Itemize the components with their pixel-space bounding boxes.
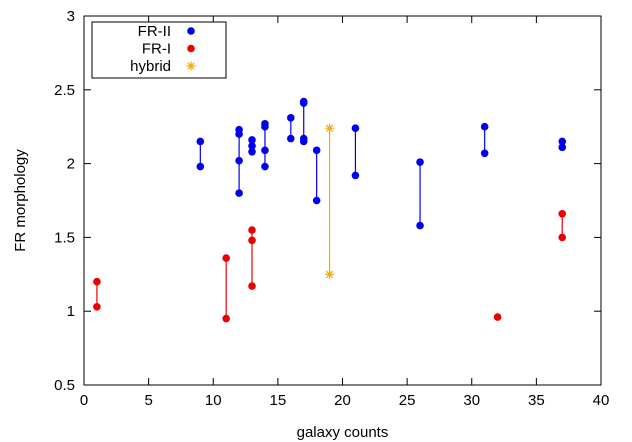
point-fr-ii — [312, 196, 321, 205]
legend-marker-hybrid — [186, 61, 196, 71]
y-tick-label: 3 — [67, 8, 75, 25]
point-fr-ii — [312, 146, 321, 155]
x-tick-label: 35 — [528, 392, 545, 409]
x-tick-label: 0 — [80, 392, 88, 409]
legend-marker-fr-ii — [187, 27, 195, 35]
point-fr-ii — [351, 124, 360, 132]
point-fr-ii — [248, 142, 256, 150]
series-segments — [96, 101, 563, 319]
point-fr-ii — [235, 189, 243, 197]
point-fr-ii — [261, 122, 269, 131]
point-hybrid — [325, 269, 335, 279]
y-tick-label: 0.5 — [54, 377, 75, 394]
point-fr-ii — [287, 114, 295, 122]
point-fr-ii — [261, 162, 269, 171]
legend-label-fr-i: FR-I — [142, 41, 171, 58]
x-tick-label: 5 — [144, 392, 152, 409]
point-fr-ii — [248, 147, 256, 156]
point-fr-i — [558, 233, 567, 242]
axis-ticks: 0 5 10 15 20 25 30 35 40 0.5 1 1.5 2 2.5 3 — [54, 8, 609, 409]
point-fr-i — [248, 236, 256, 245]
point-fr-i — [558, 209, 567, 218]
x-tick-label: 25 — [399, 392, 416, 409]
legend-label-fr-ii: FR-II — [138, 23, 171, 40]
y-tick-label: 2 — [67, 156, 75, 173]
point-fr-i — [93, 277, 101, 286]
series-points — [93, 97, 567, 323]
point-fr-i — [248, 226, 256, 234]
legend-label-hybrid: hybrid — [130, 58, 171, 75]
point-fr-i — [93, 302, 101, 311]
point-fr-ii — [261, 146, 269, 155]
point-fr-ii — [480, 122, 489, 131]
point-fr-ii — [299, 137, 308, 146]
point-fr-i — [493, 313, 502, 321]
point-fr-ii — [235, 156, 243, 165]
point-fr-ii — [196, 162, 205, 171]
point-fr-ii — [558, 137, 567, 146]
point-fr-ii — [196, 137, 205, 146]
legend-marker-fr-i — [187, 44, 195, 53]
y-tick-label: 2.5 — [54, 82, 75, 99]
y-tick-label: 1 — [67, 303, 75, 320]
point-fr-ii — [299, 99, 308, 107]
legend-box — [91, 21, 227, 79]
point-fr-i — [248, 282, 256, 290]
x-tick-label: 10 — [205, 392, 222, 409]
point-fr-ii — [235, 130, 243, 138]
x-tick-label: 30 — [463, 392, 480, 409]
x-tick-label: 20 — [334, 392, 351, 409]
x-tick-label: 40 — [593, 392, 610, 409]
x-tick-label: 15 — [270, 392, 287, 409]
x-axis-label: galaxy counts — [297, 424, 389, 441]
point-fr-ii — [416, 158, 424, 166]
point-fr-ii — [480, 149, 489, 158]
y-tick-label: 1.5 — [54, 229, 75, 246]
point-hybrid — [325, 123, 335, 133]
point-fr-ii — [287, 134, 295, 143]
point-fr-i — [222, 314, 230, 323]
y-axis-label: FR morphology — [12, 149, 29, 252]
point-fr-ii — [416, 221, 424, 230]
point-fr-ii — [351, 171, 360, 180]
point-fr-ii — [558, 143, 567, 152]
point-fr-i — [222, 254, 230, 262]
point-fr-ii — [248, 136, 256, 144]
